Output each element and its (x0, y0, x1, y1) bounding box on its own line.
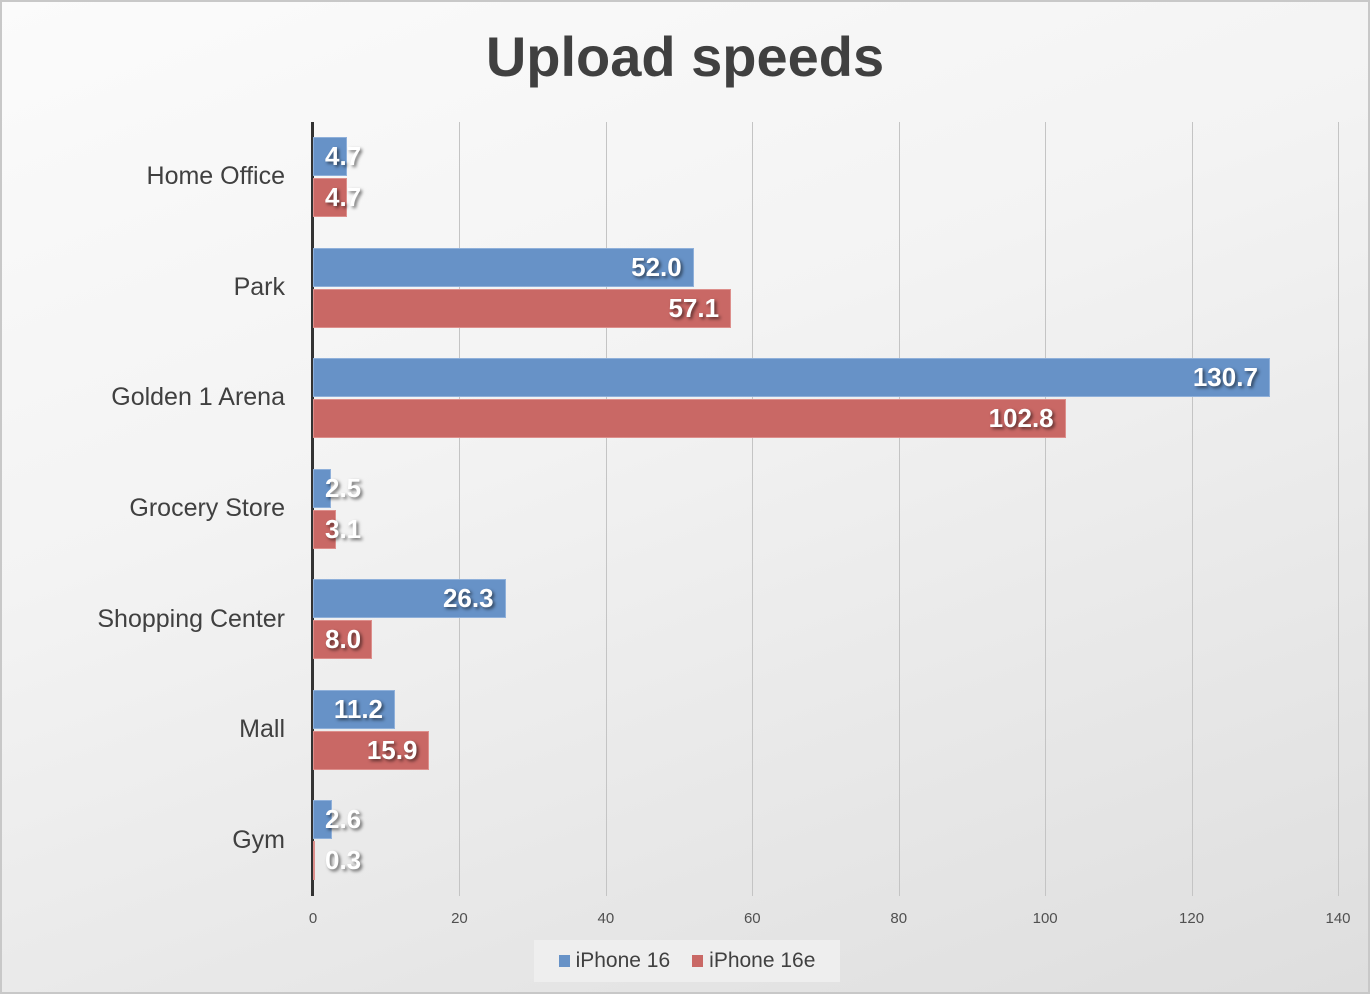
bar-iphone-16[interactable] (313, 579, 506, 619)
data-label: 4.7 (325, 182, 362, 212)
data-label: 2.6 (325, 804, 362, 835)
x-tick-label: 40 (597, 910, 615, 927)
data-label: 4.7 (325, 141, 362, 171)
gridline (1338, 122, 1339, 896)
legend-label: iPhone 16 (575, 949, 671, 972)
data-label: 52.0 (631, 251, 682, 282)
x-tick-label: 60 (743, 910, 761, 927)
x-tick-label: 100 (1032, 910, 1058, 927)
legend-swatch-icon (692, 955, 704, 967)
bar-iphone-16e[interactable] (313, 730, 430, 770)
legend-label: iPhone 16e (709, 949, 816, 972)
x-tick-label: 20 (451, 910, 468, 927)
bar-iphone-16e[interactable] (313, 178, 348, 217)
data-label: 3.1 (325, 513, 362, 544)
data-label: 8.0 (325, 624, 362, 655)
legend-item-iphone-16[interactable]: iPhone 16 (558, 949, 671, 973)
bar-iphone-16[interactable] (313, 689, 395, 729)
legend-item-iphone-16e[interactable]: iPhone 16e (692, 949, 815, 973)
category-label: Mall (239, 715, 285, 744)
category-label: Grocery Store (129, 494, 285, 522)
bar-iphone-16e[interactable] (313, 509, 336, 549)
x-tick-label: 120 (1179, 910, 1205, 927)
category-label: Golden 1 Arena (111, 383, 285, 412)
gridline (1045, 122, 1047, 896)
data-label: 130.7 (1192, 362, 1258, 393)
gridline (605, 122, 607, 896)
data-label: 2.5 (325, 472, 362, 503)
bar-iphone-16[interactable] (313, 468, 332, 508)
gridline (459, 122, 461, 896)
category-label: Home Office (146, 162, 285, 191)
category-label: Shopping Center (97, 604, 285, 633)
plot-area: 4.7 4.7 52.0 57.1 130.7 102.8 2.5 3.1 26.3 8.0 11.… (311, 122, 1339, 896)
legend: iPhone 16 iPhone 16e (534, 940, 840, 982)
gridline (752, 122, 754, 896)
data-label: 11.2 (333, 693, 383, 724)
x-tick-label: 80 (890, 910, 908, 927)
gridline (898, 122, 900, 896)
legend-swatch-icon (558, 955, 570, 967)
bar-iphone-16e[interactable] (313, 841, 316, 881)
bar-iphone-16e[interactable] (313, 288, 732, 328)
data-label: 0.3 (325, 845, 362, 876)
data-label: 15.9 (366, 734, 418, 765)
chart-title: Upload speeds (485, 25, 885, 88)
x-tick-label: 0 (308, 910, 318, 927)
category-label: Gym (232, 825, 285, 854)
bar-iphone-16[interactable] (313, 137, 348, 176)
data-label: 26.3 (442, 583, 494, 614)
data-label: 57.1 (668, 292, 720, 323)
bar-iphone-16[interactable] (313, 800, 333, 840)
bar-iphone-16[interactable] (313, 358, 1270, 398)
data-label: 102.8 (988, 403, 1054, 434)
gridline (1191, 122, 1193, 896)
bar-iphone-16e[interactable] (313, 399, 1066, 439)
x-tick-label: 140 (1325, 910, 1351, 927)
y-axis-line (311, 122, 314, 896)
bar-iphone-16e[interactable] (313, 620, 372, 660)
category-label: Park (233, 272, 285, 301)
bar-iphone-16[interactable] (313, 247, 694, 287)
